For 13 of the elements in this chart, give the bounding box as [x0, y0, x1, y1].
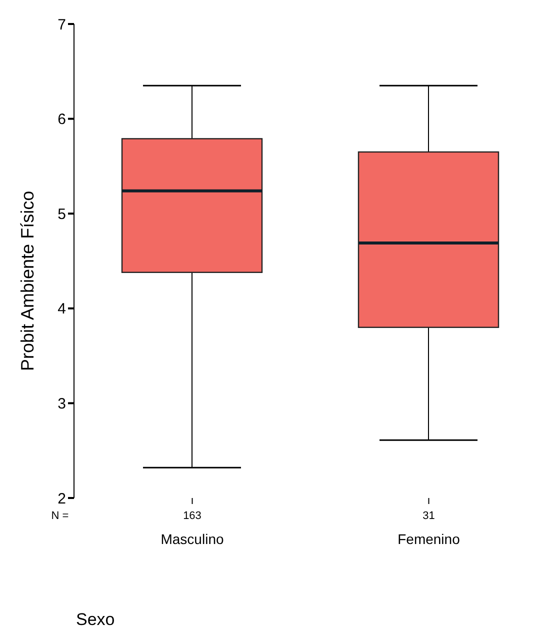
- y-axis-title: Probit Ambiente Físico: [17, 190, 38, 371]
- y-tick-label: 3: [58, 396, 66, 413]
- text: 31: [422, 510, 436, 522]
- text: N =: [50, 510, 70, 522]
- y-tick-label: 7: [58, 16, 66, 34]
- x-tick-label: Masculino: [160, 531, 224, 547]
- y-tick-label: 6: [58, 111, 66, 128]
- y-tick-label: 4: [58, 300, 66, 318]
- text: 163: [182, 510, 202, 522]
- y-tick-label: 2: [58, 490, 66, 508]
- x-axis-title: Sexo: [76, 610, 115, 630]
- x-tick-label: Femenino: [398, 531, 460, 547]
- y-tick-label: 5: [58, 206, 66, 223]
